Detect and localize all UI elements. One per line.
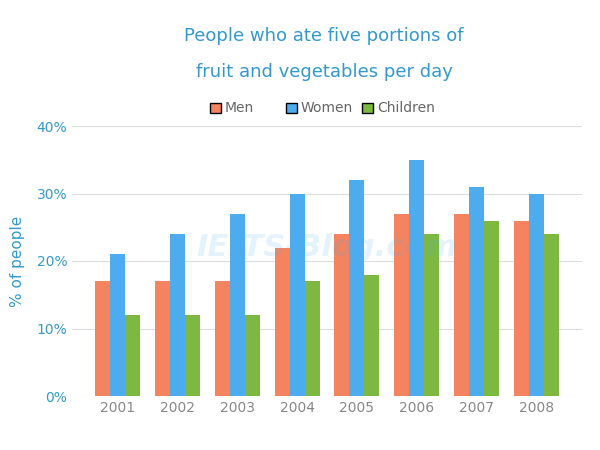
Bar <box>95 281 110 396</box>
Bar <box>454 214 469 396</box>
Bar <box>170 234 185 396</box>
Bar <box>424 234 439 396</box>
Bar <box>245 315 260 396</box>
Bar <box>484 220 499 396</box>
Bar <box>394 214 409 396</box>
Y-axis label: % of people: % of people <box>10 216 25 306</box>
Bar <box>215 281 230 396</box>
Bar <box>349 180 364 396</box>
Bar <box>409 160 424 396</box>
Bar <box>230 214 245 396</box>
Bar <box>529 194 544 396</box>
Bar <box>469 187 484 396</box>
Bar <box>544 234 559 396</box>
Bar <box>290 194 305 396</box>
Bar <box>305 281 320 396</box>
Text: Men: Men <box>225 101 254 115</box>
Bar <box>364 274 379 396</box>
Text: Children: Children <box>377 101 435 115</box>
Bar <box>275 248 290 396</box>
Text: fruit and vegetables per day: fruit and vegetables per day <box>196 63 452 81</box>
Bar <box>185 315 200 396</box>
Bar <box>125 315 140 396</box>
Bar <box>155 281 170 396</box>
Bar <box>110 254 125 396</box>
Text: People who ate five portions of: People who ate five portions of <box>184 27 464 45</box>
Bar <box>334 234 349 396</box>
Text: IELTS-Blog.com: IELTS-Blog.com <box>196 233 458 262</box>
Text: Women: Women <box>301 101 353 115</box>
Bar <box>514 220 529 396</box>
